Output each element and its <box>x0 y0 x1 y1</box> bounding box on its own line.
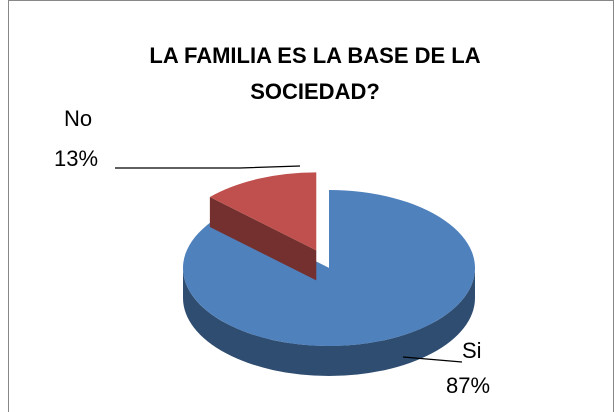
slice <box>209 172 317 251</box>
leader-line <box>402 356 463 363</box>
slice-wall <box>183 268 475 376</box>
chart-border <box>8 0 614 412</box>
slice <box>183 189 476 346</box>
leader-line <box>115 165 301 169</box>
slice-side <box>209 196 317 281</box>
category-label: No <box>64 106 92 131</box>
chart-title: LA FAMILIA ES LA BASE DE LA SOCIEDAD? <box>149 43 481 104</box>
category-label: Si <box>462 338 482 363</box>
value-label: 87% <box>446 373 490 398</box>
value-label: 13% <box>54 146 98 171</box>
